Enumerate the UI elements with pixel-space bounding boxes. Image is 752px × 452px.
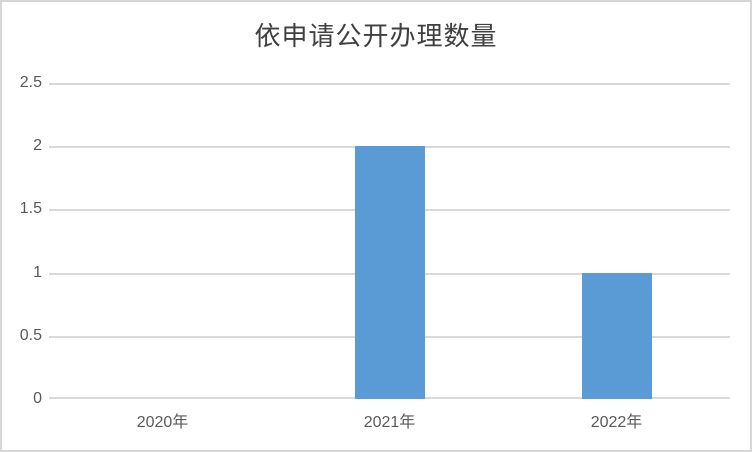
y-tick-label: 0 (33, 390, 42, 407)
y-tick-label: 2.5 (19, 74, 42, 91)
y-tick-label: 1 (33, 263, 42, 281)
chart-title: 依申请公开办理数量 (254, 22, 498, 52)
x-tick-label: 2021年 (363, 414, 416, 431)
x-tick-label: 2020年 (136, 414, 189, 431)
bar-2021年 (354, 146, 425, 399)
plot-area (49, 83, 730, 399)
gridline (49, 83, 730, 85)
bar-2022年 (581, 272, 652, 399)
y-tick-label: 2 (33, 137, 42, 155)
x-axis: 2020年 2021年 2022年 (49, 408, 730, 434)
x-tick-label: 2022年 (590, 414, 643, 431)
y-tick-label: 1.5 (19, 200, 42, 218)
y-tick-label: 0.5 (19, 326, 42, 344)
y-axis: 0 0.5 1 1.5 2 2.5 (2, 74, 42, 407)
